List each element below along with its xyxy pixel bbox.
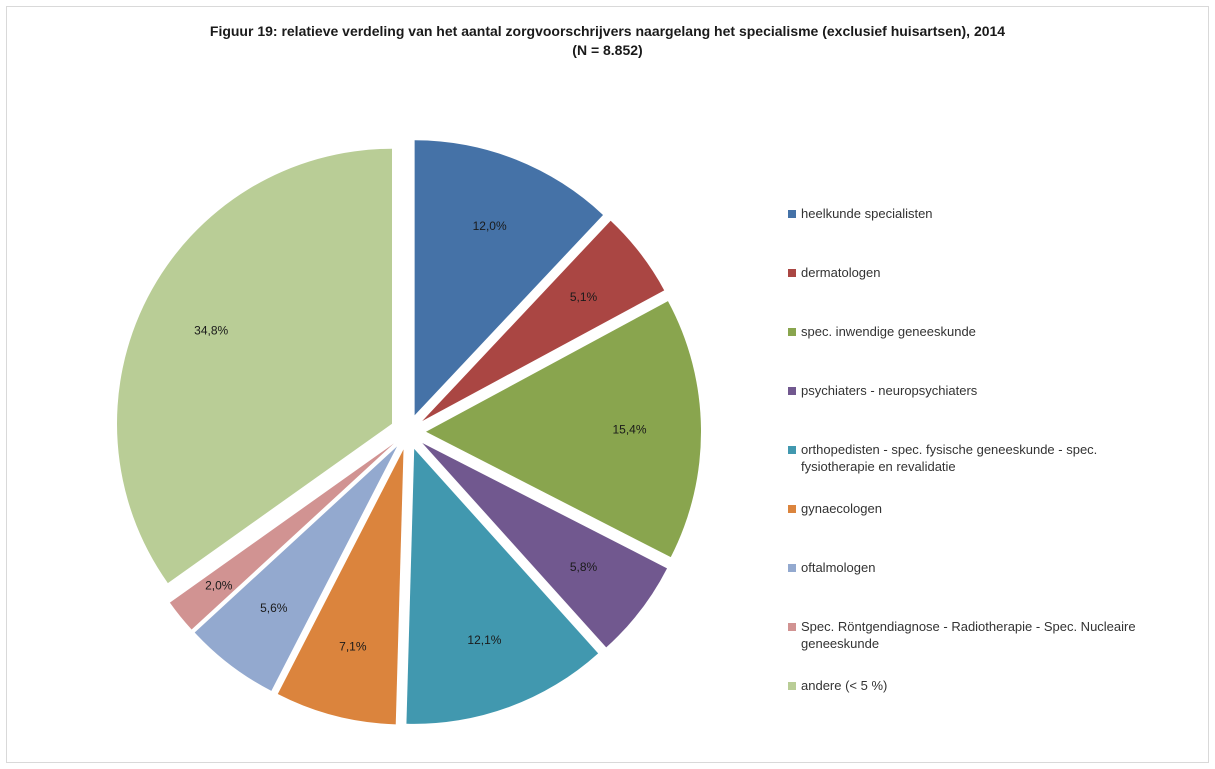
slice-data-label: 7,1% [339, 640, 367, 654]
slice-data-label: 5,1% [570, 290, 598, 304]
legend-item: heelkunde specialisten [788, 205, 1161, 222]
legend-item: gynaecologen [788, 500, 1161, 517]
legend-swatch [788, 564, 796, 572]
slice-data-label: 12,0% [473, 219, 507, 233]
pie-slice [277, 449, 404, 725]
legend-swatch [788, 446, 796, 454]
pie-slice [425, 301, 701, 558]
legend-swatch [788, 682, 796, 690]
slice-data-label: 15,4% [612, 423, 646, 437]
pie-slice [117, 148, 393, 584]
chart-subtitle: (N = 8.852) [572, 42, 643, 58]
legend-swatch [788, 328, 796, 336]
legend-item: andere (< 5 %) [788, 677, 1161, 694]
slice-data-label: 2,0% [205, 578, 233, 592]
pie-slice [169, 443, 395, 630]
pie-slice [194, 446, 398, 691]
legend-item: psychiaters - neuropsychiaters [788, 382, 1161, 399]
legend-item: spec. inwendige geneeskunde [788, 323, 1161, 340]
legend-item: Spec. Röntgendiagnose - Radiotherapie - … [788, 618, 1161, 652]
legend-swatch [788, 623, 796, 631]
legend-swatch [788, 269, 796, 277]
chart-title: Figuur 19: relatieve verdeling van het a… [209, 23, 1006, 39]
legend-label: spec. inwendige geneeskunde [801, 324, 976, 339]
pie-slice [406, 448, 599, 724]
legend-label: psychiaters - neuropsychiaters [801, 383, 978, 398]
pie-slice [422, 220, 665, 422]
slice-data-label: 5,8% [570, 560, 598, 574]
legend-label: andere (< 5 %) [801, 678, 888, 693]
legend-item: orthopedisten - spec. fysische geneeskun… [788, 441, 1161, 475]
legend-item: oftalmologen [788, 559, 1161, 576]
legend-item: dermatologen [788, 264, 1161, 281]
slice-data-label: 5,6% [260, 601, 288, 615]
legend-label: Spec. Röntgendiagnose - Radiotherapie - … [801, 619, 1136, 651]
legend-label: gynaecologen [801, 501, 882, 516]
slice-data-label: 34,8% [194, 323, 228, 337]
legend-swatch [788, 210, 796, 218]
legend-swatch [788, 387, 796, 395]
legend-label: oftalmologen [801, 560, 876, 575]
legend-label: dermatologen [801, 265, 881, 280]
slice-data-label: 12,1% [467, 633, 501, 647]
legend-label: heelkunde specialisten [801, 206, 933, 221]
legend-label: orthopedisten - spec. fysische geneeskun… [801, 442, 1098, 474]
chart-title-block: Figuur 19: relatieve verdeling van het a… [0, 22, 1215, 60]
pie-slice [414, 140, 604, 416]
pie-slice [422, 442, 668, 648]
legend-swatch [788, 505, 796, 513]
